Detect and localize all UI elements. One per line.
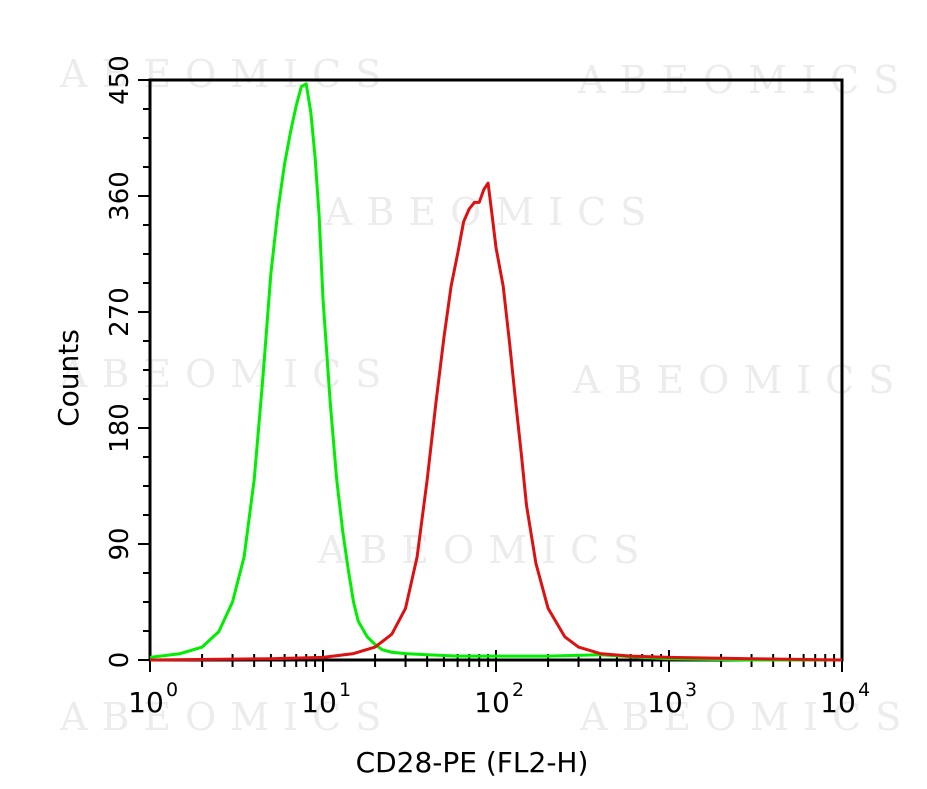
series-line-2 <box>149 181 843 662</box>
y-tick-label: 270 <box>105 287 135 337</box>
y-axis-title: Counts <box>52 329 85 427</box>
x-axis: 10 0 10 1 10 2 10 3 10 4 <box>128 650 870 719</box>
x-tick-exponent: 3 <box>685 679 697 701</box>
x-axis-title: CD28-PE (FL2-H) <box>356 746 589 779</box>
y-tick-label: 360 <box>105 171 135 221</box>
y-tick-label: 180 <box>105 403 135 453</box>
x-tick-label: 10 <box>820 686 856 719</box>
y-tick-label: 0 <box>105 652 135 669</box>
x-tick-exponent: 4 <box>858 679 870 701</box>
x-tick-label: 10 <box>474 686 510 719</box>
x-tick-exponent: 1 <box>339 679 351 701</box>
x-tick-label: 10 <box>128 686 164 719</box>
x-tick-label: 10 <box>647 686 683 719</box>
plot-frame <box>148 78 844 662</box>
x-tick-label: 10 <box>301 686 337 719</box>
series-group <box>149 82 843 662</box>
x-tick-exponent: 0 <box>166 679 178 701</box>
y-tick-label: 450 <box>105 55 135 105</box>
series-line-1 <box>149 82 842 662</box>
x-tick-exponent: 2 <box>512 679 524 701</box>
y-tick-label: 90 <box>105 527 135 560</box>
y-axis: 0 90 180 270 360 450 <box>105 55 150 668</box>
plot-area <box>148 78 844 662</box>
